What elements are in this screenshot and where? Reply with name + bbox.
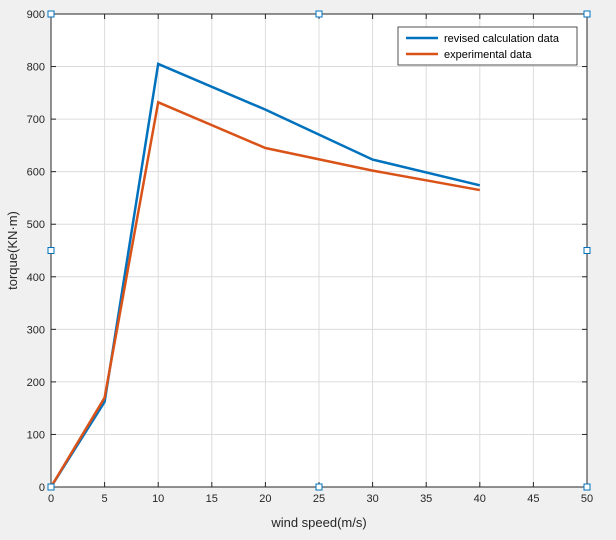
x-tick-label: 25 xyxy=(313,493,325,505)
x-tick-label: 50 xyxy=(581,493,593,505)
resize-handle[interactable] xyxy=(47,10,55,18)
resize-handle[interactable] xyxy=(47,247,55,254)
resize-handle[interactable] xyxy=(583,247,591,254)
x-tick-label: 10 xyxy=(152,493,164,505)
series-line-2 xyxy=(49,100,481,488)
resize-handle[interactable] xyxy=(583,10,591,18)
y-tick-label: 300 xyxy=(27,324,45,336)
x-tick-label: 0 xyxy=(48,493,54,505)
x-tick-label: 35 xyxy=(420,493,432,505)
tick-labels: 0 5 10 15 20 25 30 35 40 45 5001002003004005006007… xyxy=(27,9,593,505)
selection-handles[interactable] xyxy=(47,10,591,491)
y-tick-label: 900 xyxy=(27,9,45,21)
y-tick-label: 400 xyxy=(27,272,45,284)
y-tick-label: 100 xyxy=(27,429,45,441)
y-tick-label: 200 xyxy=(27,377,45,389)
resize-handle[interactable] xyxy=(315,10,323,18)
x-tick-label: 5 xyxy=(102,493,108,505)
y-tick-label: 500 xyxy=(27,219,45,231)
legend-label-1: revised calculation data xyxy=(444,33,560,45)
x-tick-label: 40 xyxy=(474,493,486,505)
x-axis-title: wind speed(m/s) xyxy=(270,515,366,530)
legend-label-2: experimental data xyxy=(444,49,532,61)
x-tick-label: 45 xyxy=(527,493,539,505)
resize-handle[interactable] xyxy=(47,483,55,491)
y-tick-label: 600 xyxy=(27,167,45,179)
resize-handle[interactable] xyxy=(315,483,323,491)
series-line-1 xyxy=(49,62,481,488)
y-tick-label: 800 xyxy=(27,62,45,74)
y-tick-label: 0 xyxy=(39,482,45,494)
legend[interactable]: revised calculation data experimental dat… xyxy=(397,26,578,66)
y-tick-label: 700 xyxy=(27,114,45,126)
x-tick-label: 30 xyxy=(366,493,378,505)
series-lines xyxy=(49,62,481,488)
x-tick-label: 15 xyxy=(206,493,218,505)
x-tick-label: 20 xyxy=(259,493,271,505)
resize-handle[interactable] xyxy=(583,483,591,491)
y-axis-title: torque(KN·m) xyxy=(5,211,20,290)
legend-box xyxy=(397,26,578,66)
